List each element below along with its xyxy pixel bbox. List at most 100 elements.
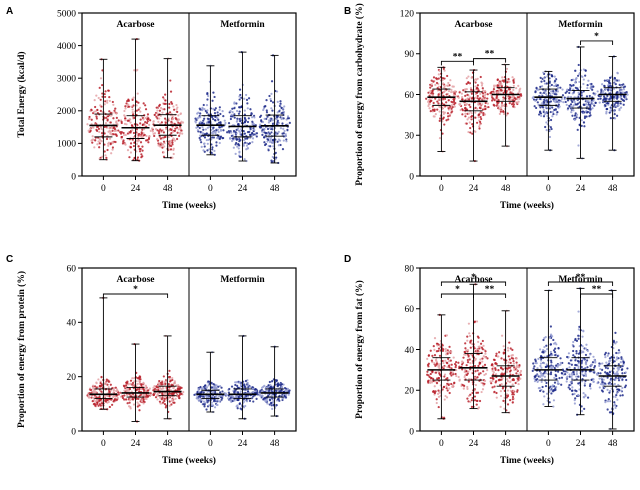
data-point	[133, 380, 136, 383]
data-point	[206, 109, 209, 112]
data-point	[470, 339, 473, 342]
data-point	[199, 395, 202, 398]
data-point	[109, 137, 112, 140]
data-point	[467, 370, 470, 373]
data-point	[163, 402, 167, 406]
data-point	[97, 96, 100, 100]
data-point	[157, 144, 160, 147]
data-point	[587, 103, 590, 106]
data-point	[621, 394, 624, 397]
data-point	[271, 401, 274, 404]
data-point	[176, 137, 179, 141]
data-point	[501, 104, 504, 107]
data-point	[556, 354, 559, 358]
data-point	[255, 132, 259, 135]
data-point	[164, 135, 167, 138]
data-point	[615, 356, 619, 359]
data-point	[609, 84, 612, 87]
data-point	[470, 112, 473, 115]
data-point	[114, 107, 117, 110]
data-point	[507, 78, 510, 81]
data-point	[516, 96, 519, 99]
data-point	[156, 117, 159, 120]
significance-bracket: **	[580, 285, 614, 298]
data-point	[263, 141, 266, 144]
data-point	[231, 111, 234, 114]
data-point	[203, 117, 206, 120]
data-point	[453, 90, 457, 93]
data-points-acarbose-24	[119, 37, 152, 162]
data-point	[569, 103, 573, 106]
data-point	[200, 398, 203, 402]
data-point	[247, 117, 250, 120]
data-point	[153, 132, 157, 135]
data-point	[122, 131, 125, 135]
data-point	[464, 112, 467, 115]
data-point	[441, 344, 444, 347]
data-point	[260, 390, 264, 393]
data-point	[483, 373, 486, 377]
data-point	[466, 349, 470, 352]
data-point	[577, 334, 580, 337]
data-point	[607, 398, 610, 401]
data-point	[92, 138, 95, 141]
data-point	[199, 116, 202, 119]
data-point	[93, 99, 96, 102]
data-point	[281, 397, 284, 400]
data-point	[208, 148, 211, 151]
data-points-acarbose-24	[457, 283, 489, 410]
data-point	[218, 400, 221, 403]
data-point	[227, 391, 231, 394]
data-point	[265, 109, 268, 112]
data-point	[213, 112, 217, 115]
data-point	[238, 155, 241, 158]
x-tick-label: 48	[608, 184, 618, 194]
data-point	[537, 379, 540, 382]
data-point	[584, 373, 587, 376]
data-point	[447, 118, 450, 121]
data-point	[236, 109, 239, 113]
data-point	[173, 108, 176, 111]
data-point	[610, 379, 613, 382]
data-point	[495, 104, 498, 107]
data-point	[452, 94, 455, 97]
data-point	[156, 138, 159, 141]
data-point	[211, 404, 215, 407]
data-point	[619, 95, 622, 99]
data-point	[434, 371, 438, 374]
data-point	[171, 141, 174, 144]
data-point	[437, 405, 440, 409]
data-point	[246, 395, 250, 398]
data-point	[557, 364, 560, 367]
data-point	[506, 81, 509, 84]
data-point	[483, 113, 487, 116]
data-point	[569, 359, 572, 362]
data-point	[138, 379, 141, 383]
data-point	[95, 94, 98, 97]
data-point	[144, 397, 147, 400]
data-point	[277, 130, 280, 133]
data-point	[502, 91, 505, 95]
data-point	[503, 372, 506, 375]
data-point	[500, 367, 503, 370]
data-point	[542, 338, 545, 342]
data-point	[129, 379, 133, 382]
data-point	[552, 349, 556, 352]
data-point	[220, 386, 223, 389]
data-point	[199, 385, 202, 389]
data-point	[485, 106, 488, 109]
data-point	[267, 390, 271, 393]
data-points-metformin-24	[563, 45, 597, 160]
data-point	[552, 338, 555, 342]
data-point	[608, 360, 611, 363]
x-tick-label: 0	[439, 184, 444, 194]
data-point	[237, 129, 241, 132]
data-point	[136, 158, 139, 161]
data-point	[496, 78, 499, 82]
data-point	[131, 124, 134, 128]
data-point	[467, 81, 470, 84]
data-point	[544, 372, 547, 375]
data-point	[557, 103, 560, 106]
data-point	[582, 78, 585, 81]
data-point	[197, 390, 200, 393]
